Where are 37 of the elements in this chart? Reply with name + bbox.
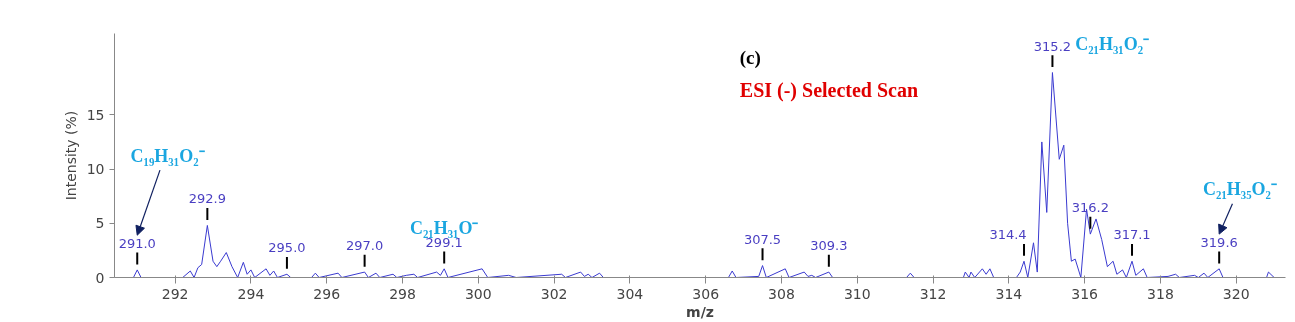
annotation: (c) [739, 47, 761, 70]
x-tick-label: 296 [313, 285, 341, 302]
annotation: 317.1 [1113, 227, 1151, 243]
y-axis-title: Intensity (%) [62, 110, 79, 201]
x-tick-label: 306 [692, 285, 720, 302]
annotation: C₁₉H₃₁O₂⁻ [130, 145, 205, 166]
annotation: 316.2 [1071, 200, 1109, 216]
x-tick-label: 318 [1147, 285, 1174, 302]
y-tick-label: 15 [86, 106, 105, 123]
x-tick-label: 310 [843, 285, 871, 302]
x-tick-label: 302 [540, 285, 568, 302]
y-tick-label: 10 [86, 161, 105, 178]
x-tick-label: 292 [161, 285, 189, 302]
annotation: 291.0 [118, 235, 156, 251]
y-tick-label: 5 [95, 215, 105, 232]
x-axis-title: m/z [686, 303, 714, 320]
x-tick-label: 316 [1071, 285, 1099, 302]
x-tick-label: 308 [768, 285, 795, 302]
x-tick-label: 298 [389, 285, 416, 302]
annotation: 292.9 [188, 191, 226, 207]
x-tick-label: 300 [464, 285, 492, 302]
annotation: 295.0 [268, 240, 306, 256]
annotation: C₂₁H₃₁O₂⁻ [1075, 34, 1150, 55]
annotation: C₂₁H₃₅O₂⁻ [1203, 179, 1278, 200]
annotation: 319.6 [1200, 234, 1238, 250]
annotation: 307.5 [743, 231, 782, 247]
annotation: 309.3 [810, 238, 848, 254]
x-tick-label: 314 [995, 285, 1023, 302]
annotation: 315.2 [1033, 38, 1072, 54]
annotation: 297.0 [346, 238, 384, 254]
annotation: 314.4 [989, 227, 1027, 243]
x-tick-label: 312 [919, 285, 947, 302]
x-tick-label: 294 [237, 285, 265, 302]
y-tick-label: 0 [95, 269, 105, 286]
x-tick-label: 304 [616, 285, 644, 302]
x-tick-label: 320 [1222, 285, 1250, 302]
annotation: ESI (-) Selected Scan [739, 78, 919, 102]
